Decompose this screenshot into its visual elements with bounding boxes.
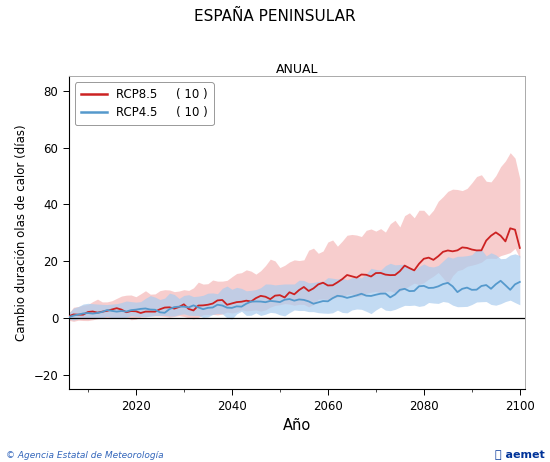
Y-axis label: Cambio duración olas de calor (días): Cambio duración olas de calor (días)	[15, 125, 28, 341]
Legend: RCP8.5     ( 10 ), RCP4.5     ( 10 ): RCP8.5 ( 10 ), RCP4.5 ( 10 )	[75, 82, 213, 125]
Text: Ⓡ aemet: Ⓡ aemet	[495, 450, 544, 460]
Text: ESPAÑA PENINSULAR: ESPAÑA PENINSULAR	[194, 9, 356, 24]
Text: © Agencia Estatal de Meteorología: © Agencia Estatal de Meteorología	[6, 451, 163, 460]
X-axis label: Año: Año	[283, 418, 311, 433]
Title: ANUAL: ANUAL	[276, 63, 318, 77]
